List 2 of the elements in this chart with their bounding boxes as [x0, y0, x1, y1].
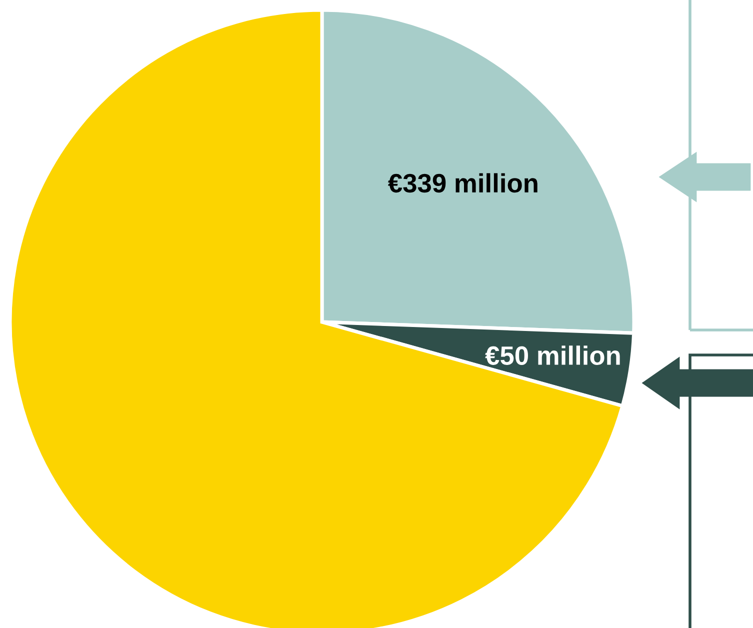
data-label: €50 million	[485, 346, 620, 365]
data-label: €339 million	[388, 173, 538, 193]
